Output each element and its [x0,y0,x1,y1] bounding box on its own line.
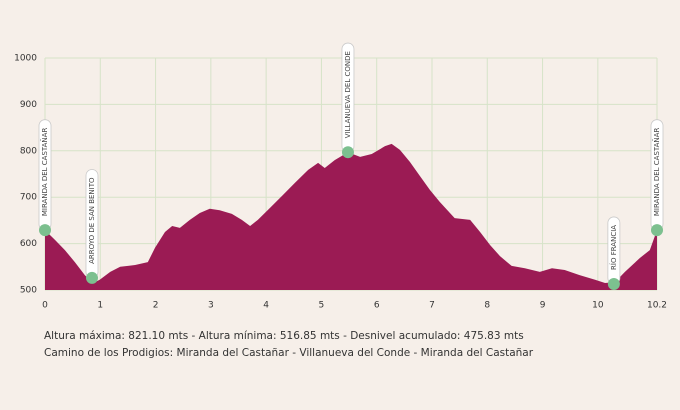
x-end-label: 10.2 [647,301,667,311]
waypoint [607,277,620,290]
x-tick-label: 10 [592,301,604,311]
x-tick-label: 7 [429,301,435,311]
x-tick-label: 2 [153,301,159,311]
waypoint-label: ARROYO DE SAN BENITO [85,169,99,279]
y-tick-label: 800 [20,146,37,156]
waypoint-text: ARROYO DE SAN BENITO [88,177,96,264]
x-tick-label: 3 [208,301,214,311]
y-tick-label: 600 [20,239,37,249]
y-tick-label: 500 [20,286,37,296]
y-tick-label: 700 [20,193,37,203]
y-tick-label: 900 [20,100,37,110]
x-tick-label: 4 [263,301,269,311]
waypoint-text: VILLANUEVA DEL CONDE [344,51,352,138]
waypoint-label: MIRANDA DEL CASTAÑAR [650,119,664,231]
elevation-area [45,143,657,290]
waypoint [85,271,98,284]
waypoint-label: VILLANUEVA DEL CONDE [341,42,355,153]
note: Camino de los Prodigios: Miranda del Cas… [44,347,534,359]
waypoint [341,146,354,159]
waypoint-text: MIRANDA DEL CASTAÑAR [40,128,49,217]
y-tick-label: 1000 [14,54,37,64]
x-tick-label: 0 [42,301,48,311]
waypoint [39,224,51,237]
note: Altura máxima: 821.10 mts - Altura mínim… [44,330,524,342]
x-tick-label: 9 [540,301,546,311]
x-tick-label: 5 [319,301,325,311]
waypoint [651,224,663,237]
x-tick-label: 1 [97,301,103,311]
waypoint-text: RÍO FRANCIA [609,225,618,270]
x-tick-label: 6 [374,301,380,311]
waypoint-label: MIRANDA DEL CASTAÑAR [38,119,52,231]
x-tick-label: 8 [484,301,490,311]
waypoint-label: RÍO FRANCIA [607,216,621,285]
waypoint-text: MIRANDA DEL CASTAÑAR [652,128,661,217]
